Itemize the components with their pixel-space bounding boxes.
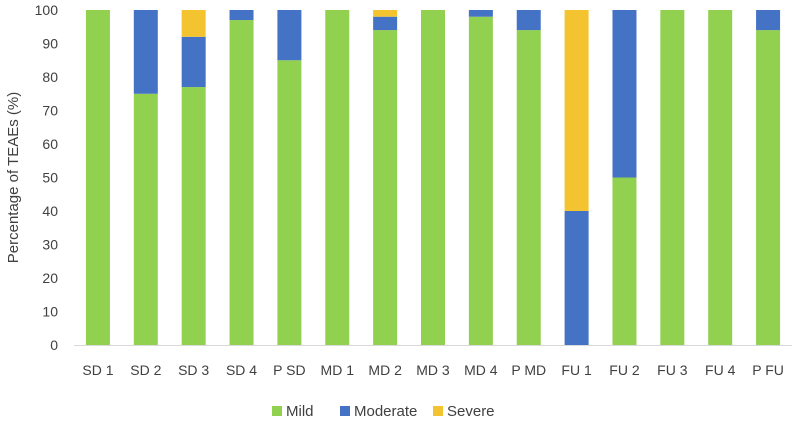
bar-segment-mild: [277, 60, 302, 345]
y-tick-label: 90: [42, 36, 58, 52]
x-axis-ticks: SD 1 SD 2 SD 3 SD 4 P SD MD 1 MD 2 MD 3 MD 4 P MD…: [82, 362, 784, 378]
y-axis-ticks: 0 10 20 30 40 50 60 70 80 90 100: [35, 2, 59, 353]
y-tick-label: 80: [42, 69, 58, 85]
bar-segment-mild: [133, 93, 158, 345]
bar-segment-mild: [373, 30, 398, 345]
legend-swatch-moderate: [340, 406, 350, 416]
x-tick-label: MD 2: [368, 362, 402, 378]
bar-segment-moderate: [468, 10, 493, 17]
bar-segment-mild: [181, 87, 206, 346]
bar-segment-moderate: [373, 16, 398, 31]
y-tick-label: 10: [42, 304, 58, 320]
bar-segment-mild: [516, 30, 541, 345]
legend-label-mild: Mild: [286, 403, 314, 420]
legend: Mild Moderate Severe: [272, 403, 495, 420]
y-axis-label: Percentage of TEAEs (%): [5, 92, 22, 263]
legend-swatch-mild: [272, 406, 282, 416]
bar-segment-moderate: [229, 10, 254, 21]
y-tick-label: 40: [42, 203, 58, 219]
x-tick-label: FU 3: [657, 362, 688, 378]
bar-segment-mild: [421, 10, 445, 345]
y-tick-label: 50: [42, 170, 58, 186]
y-tick-label: 60: [42, 136, 58, 152]
x-tick-label: SD 3: [178, 362, 209, 378]
bar-segment-mild: [660, 10, 685, 345]
y-tick-label: 30: [42, 237, 58, 253]
bar-segment-moderate: [181, 36, 206, 88]
bar-segment-severe: [181, 10, 206, 37]
bar-segment-moderate: [564, 211, 589, 345]
y-tick-label: 70: [42, 103, 58, 119]
x-tick-label: SD 1: [82, 362, 113, 378]
x-tick-label: MD 4: [464, 362, 498, 378]
y-tick-label: 0: [50, 337, 58, 353]
bar-segment-severe: [564, 10, 589, 211]
legend-swatch-severe: [433, 406, 443, 416]
x-tick-label: SD 2: [130, 362, 161, 378]
x-tick-label: FU 1: [561, 362, 592, 378]
y-tick-label: 20: [42, 270, 58, 286]
bar-segment-mild: [756, 30, 781, 345]
bar-segment-mild: [229, 20, 254, 346]
x-tick-label: P FU: [752, 362, 784, 378]
x-tick-label: P SD: [273, 362, 305, 378]
y-tick-label: 100: [35, 2, 59, 18]
bar-segment-mild: [325, 10, 350, 345]
x-tick-label: SD 4: [226, 362, 257, 378]
bars: [85, 10, 781, 346]
bar-segment-mild: [468, 16, 493, 345]
bar-segment-mild: [708, 10, 733, 345]
bar-segment-moderate: [612, 10, 637, 178]
x-tick-label: MD 3: [416, 362, 450, 378]
x-tick-label: P MD: [511, 362, 546, 378]
x-tick-label: FU 4: [705, 362, 736, 378]
bar-segment-severe: [373, 10, 398, 17]
x-tick-label: FU 2: [609, 362, 640, 378]
bar-segment-mild: [85, 10, 110, 345]
legend-label-severe: Severe: [447, 403, 495, 420]
bar-segment-moderate: [756, 10, 781, 31]
bar-segment-moderate: [516, 10, 541, 31]
bar-segment-mild: [612, 177, 637, 345]
bar-segment-moderate: [133, 10, 158, 94]
legend-label-moderate: Moderate: [354, 403, 417, 420]
x-tick-label: MD 1: [321, 362, 355, 378]
bar-segment-moderate: [277, 10, 302, 61]
